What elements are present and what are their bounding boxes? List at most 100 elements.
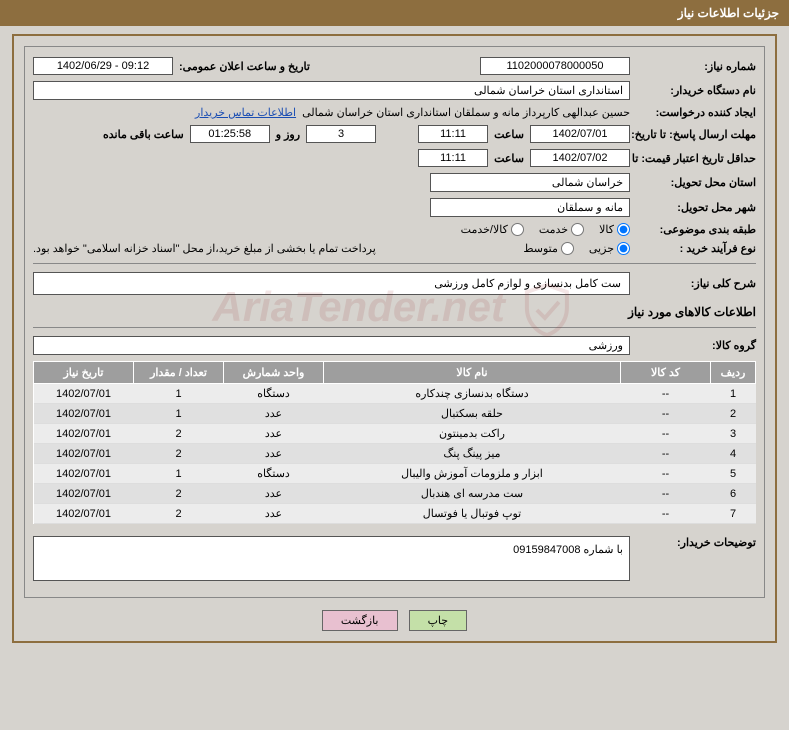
table-cell: راکت بدمینتون: [324, 424, 621, 444]
radio-both-input[interactable]: [511, 223, 524, 236]
table-cell: --: [621, 464, 711, 484]
radio-both[interactable]: کالا/خدمت: [461, 223, 524, 236]
table-cell: عدد: [224, 404, 324, 424]
table-row: 1--دستگاه بدنسازی چندکارهدستگاه11402/07/…: [34, 384, 756, 404]
notes-value: با شماره 09159847008: [33, 536, 630, 581]
button-row: چاپ بازگشت: [24, 610, 765, 631]
validity-time: 11:11: [418, 149, 488, 167]
th-unit: واحد شمارش: [224, 362, 324, 384]
table-cell: 2: [134, 424, 224, 444]
radio-medium[interactable]: متوسط: [523, 242, 574, 255]
city-label: شهر محل تحویل:: [636, 201, 756, 214]
validity-date: 1402/07/02: [530, 149, 630, 167]
table-row: 6--ست مدرسه ای هندبالعدد21402/07/01: [34, 484, 756, 504]
table-cell: 3: [711, 424, 756, 444]
table-cell: میز پینگ پنگ: [324, 444, 621, 464]
table-cell: 7: [711, 504, 756, 524]
announce-value: 09:12 - 1402/06/29: [33, 57, 173, 75]
notes-label: توضیحات خریدار:: [636, 536, 756, 549]
table-cell: 2: [134, 504, 224, 524]
process-radio-group: جزیی متوسط: [523, 242, 630, 255]
back-button[interactable]: بازگشت: [322, 610, 398, 631]
th-name: نام کالا: [324, 362, 621, 384]
time-label-2: ساعت: [494, 152, 524, 165]
deadline-time: 11:11: [418, 125, 488, 143]
need-no-value: 1102000078000050: [480, 57, 630, 75]
table-cell: ست مدرسه ای هندبال: [324, 484, 621, 504]
table-cell: عدد: [224, 484, 324, 504]
table-cell: عدد: [224, 424, 324, 444]
th-date: تاریخ نیاز: [34, 362, 134, 384]
th-code: کد کالا: [621, 362, 711, 384]
table-cell: عدد: [224, 504, 324, 524]
table-cell: 5: [711, 464, 756, 484]
table-cell: 1402/07/01: [34, 484, 134, 504]
radio-goods-input[interactable]: [617, 223, 630, 236]
radio-partial-input[interactable]: [617, 242, 630, 255]
city-value: مانه و سملقان: [430, 198, 630, 217]
table-cell: 4: [711, 444, 756, 464]
validity-label: حداقل تاریخ اعتبار قیمت: تا تاریخ:: [636, 152, 756, 165]
remain-label: ساعت باقی مانده: [103, 128, 184, 141]
deadline-label: مهلت ارسال پاسخ: تا تاریخ:: [636, 128, 756, 141]
buyer-contact-link[interactable]: اطلاعات تماس خریدار: [195, 106, 296, 119]
requester-label: ایجاد کننده درخواست:: [636, 106, 756, 119]
table-row: 4--میز پینگ پنگعدد21402/07/01: [34, 444, 756, 464]
table-cell: حلقه بسکتبال: [324, 404, 621, 424]
deadline-date: 1402/07/01: [530, 125, 630, 143]
table-cell: --: [621, 404, 711, 424]
table-cell: ابزار و ملزومات آموزش والیبال: [324, 464, 621, 484]
province-label: استان محل تحویل:: [636, 176, 756, 189]
group-value: ورزشی: [33, 336, 630, 355]
table-cell: 1402/07/01: [34, 504, 134, 524]
table-cell: 1402/07/01: [34, 384, 134, 404]
table-cell: --: [621, 504, 711, 524]
table-cell: 1: [134, 384, 224, 404]
days-label: روز و: [276, 128, 300, 141]
table-row: 3--راکت بدمینتونعدد21402/07/01: [34, 424, 756, 444]
category-label: طبقه بندی موضوعی:: [636, 223, 756, 236]
radio-goods[interactable]: کالا: [599, 223, 630, 236]
page-header: جزئیات اطلاعات نیاز: [0, 0, 789, 26]
th-row: ردیف: [711, 362, 756, 384]
th-qty: تعداد / مقدار: [134, 362, 224, 384]
radio-medium-input[interactable]: [561, 242, 574, 255]
table-cell: توپ فوتبال یا فوتسال: [324, 504, 621, 524]
province-value: خراسان شمالی: [430, 173, 630, 192]
table-cell: 6: [711, 484, 756, 504]
buyer-org-label: نام دستگاه خریدار:: [636, 84, 756, 97]
time-label-1: ساعت: [494, 128, 524, 141]
table-cell: 2: [134, 484, 224, 504]
radio-partial[interactable]: جزیی: [589, 242, 630, 255]
group-label: گروه کالا:: [636, 339, 756, 352]
table-cell: 1402/07/01: [34, 424, 134, 444]
goods-section-title: اطلاعات کالاهای مورد نیاز: [33, 305, 756, 319]
table-cell: دستگاه: [224, 384, 324, 404]
main-frame: شماره نیاز: 1102000078000050 تاریخ و ساع…: [12, 34, 777, 643]
table-cell: عدد: [224, 444, 324, 464]
page-title: جزئیات اطلاعات نیاز: [678, 6, 779, 20]
buyer-org-value: استانداری استان خراسان شمالی: [33, 81, 630, 100]
table-row: 2--حلقه بسکتبالعدد11402/07/01: [34, 404, 756, 424]
radio-service[interactable]: خدمت: [539, 223, 584, 236]
table-cell: 1402/07/01: [34, 464, 134, 484]
requester-value: حسین عبدالهی کارپرداز مانه و سملقان استا…: [302, 106, 630, 119]
table-cell: 1: [711, 384, 756, 404]
time-remaining: 01:25:58: [190, 125, 270, 143]
need-no-label: شماره نیاز:: [636, 60, 756, 73]
table-cell: دستگاه بدنسازی چندکاره: [324, 384, 621, 404]
overview-value: ست کامل بدنسازی و لوازم کامل ورزشی: [33, 272, 630, 295]
table-cell: 1402/07/01: [34, 444, 134, 464]
table-cell: 1: [134, 404, 224, 424]
goods-table: ردیف کد کالا نام کالا واحد شمارش تعداد /…: [33, 361, 756, 524]
overview-label: شرح کلی نیاز:: [636, 277, 756, 290]
table-cell: 1: [134, 464, 224, 484]
table-cell: --: [621, 444, 711, 464]
process-note: پرداخت تمام یا بخشی از مبلغ خرید،از محل …: [33, 242, 376, 255]
category-radio-group: کالا خدمت کالا/خدمت: [461, 223, 630, 236]
table-cell: دستگاه: [224, 464, 324, 484]
radio-service-input[interactable]: [571, 223, 584, 236]
print-button[interactable]: چاپ: [409, 610, 468, 631]
table-cell: --: [621, 424, 711, 444]
table-cell: 2: [711, 404, 756, 424]
